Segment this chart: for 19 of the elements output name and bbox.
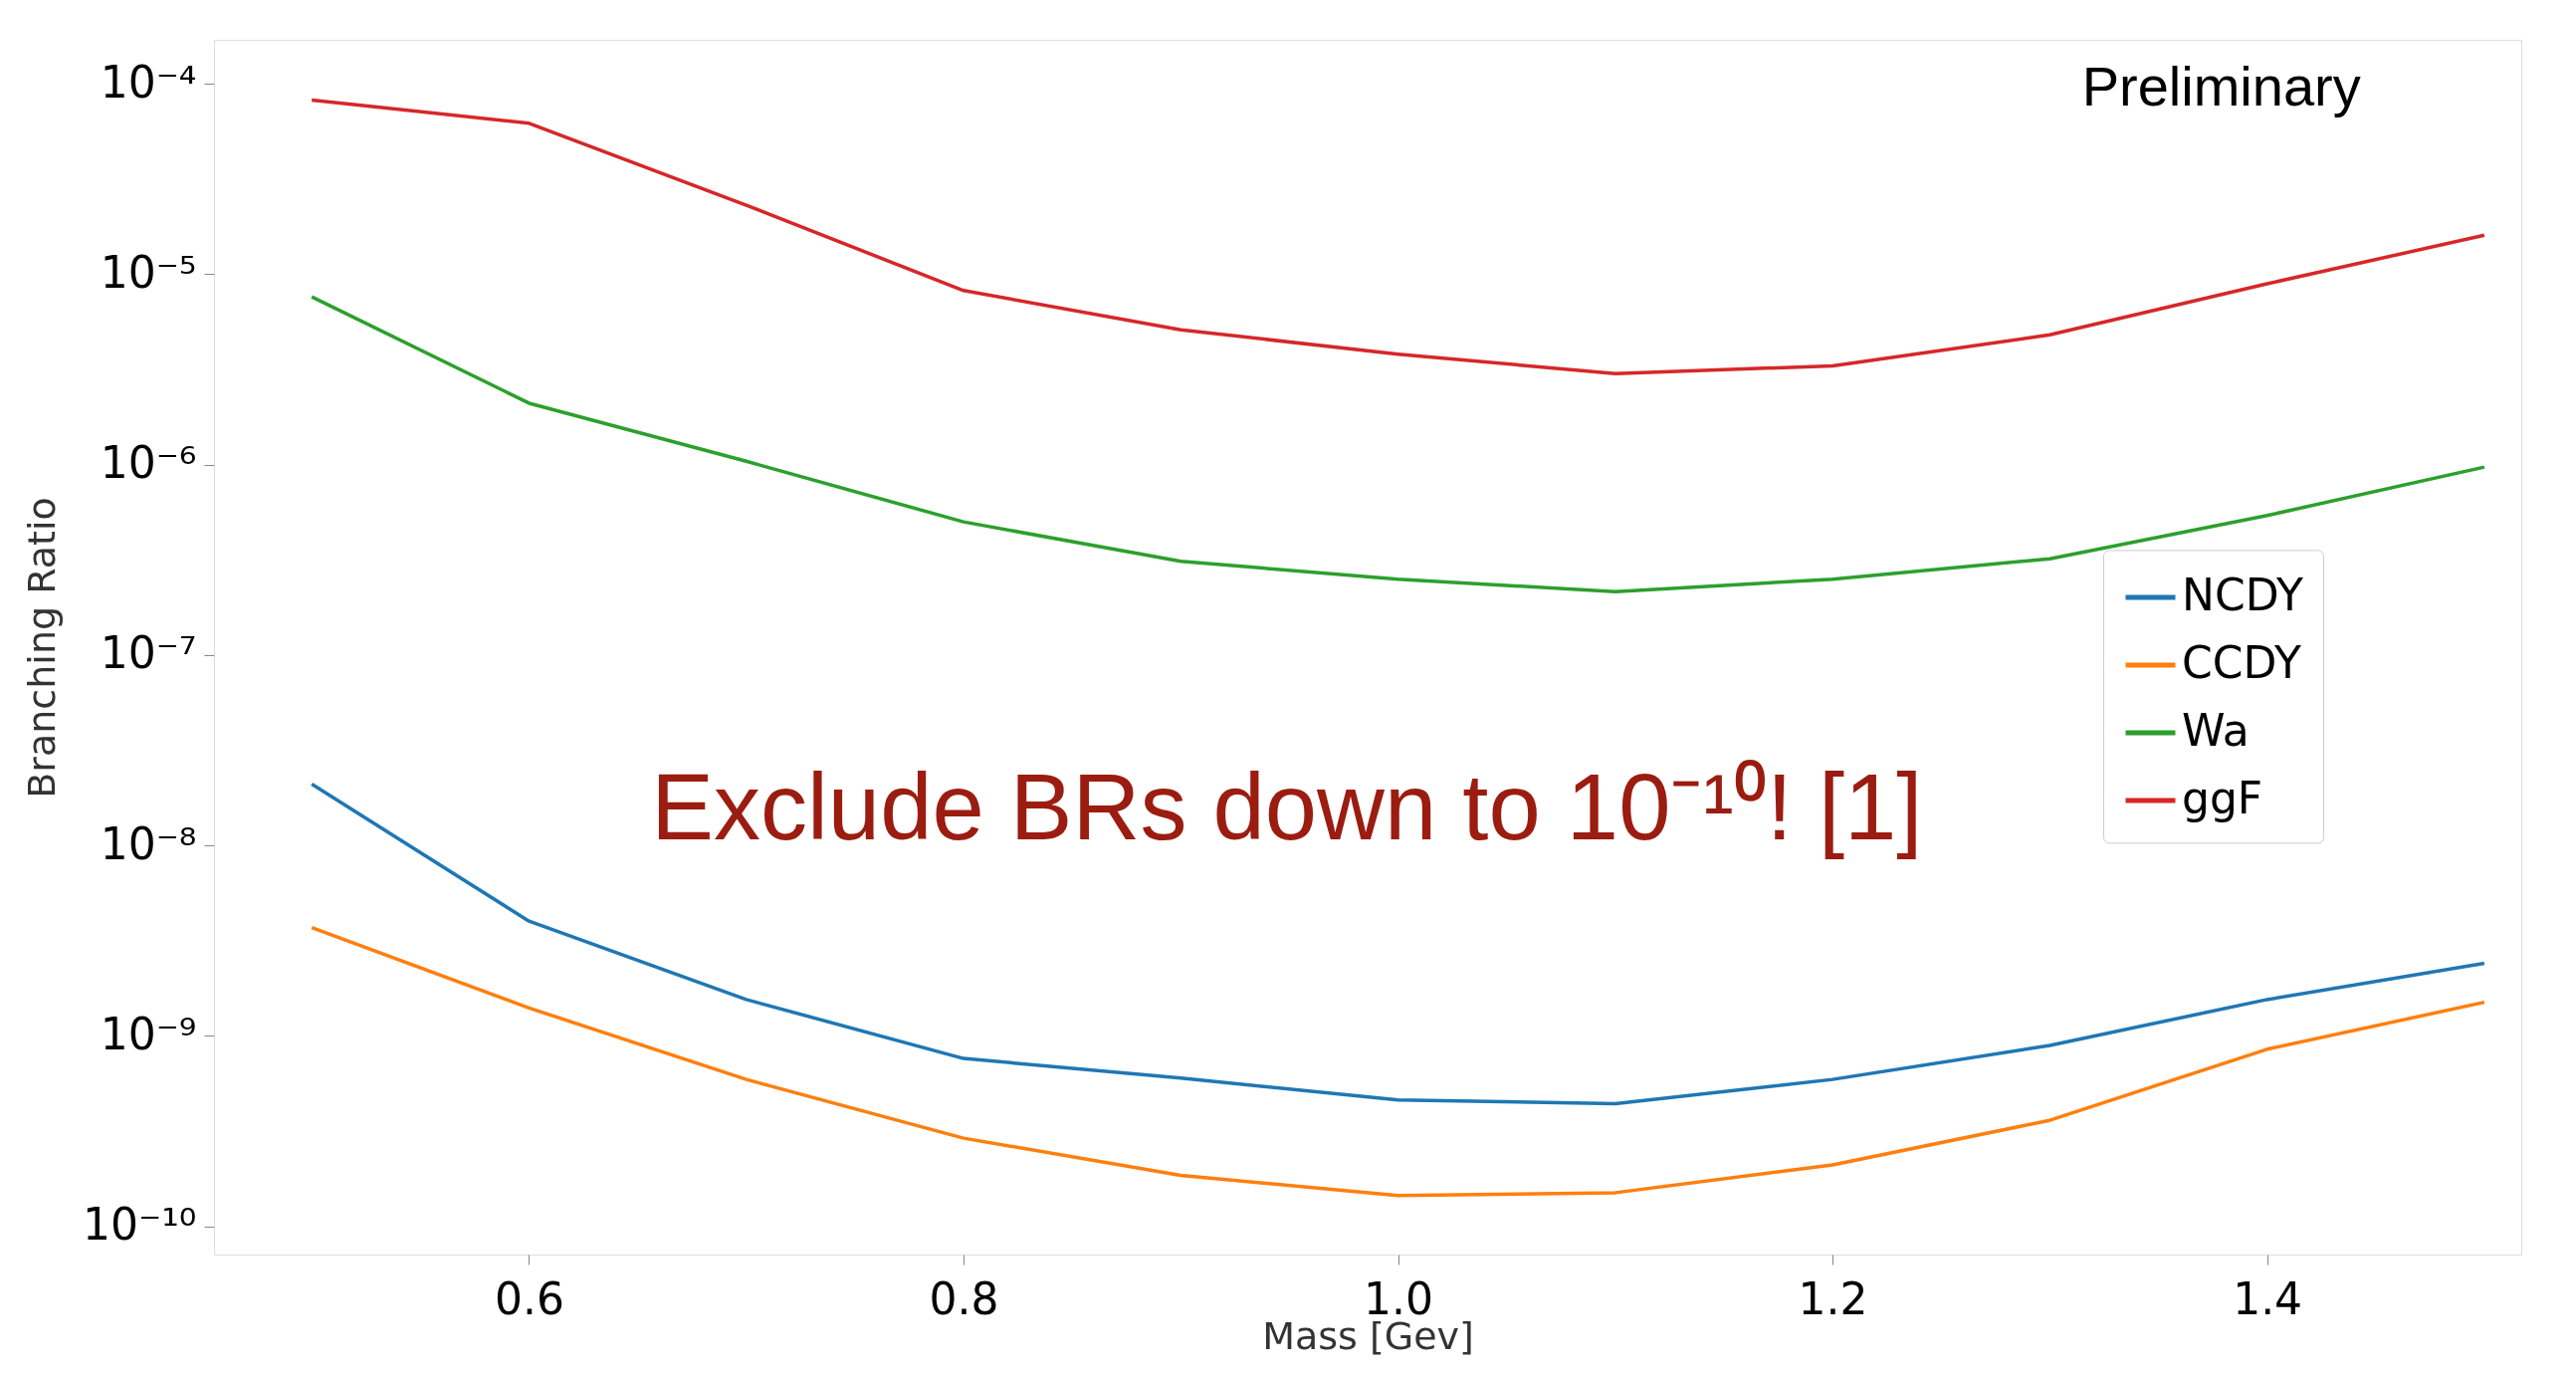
y-tick-label: 10⁻⁵ (100, 246, 197, 298)
y-axis-title: Branching Ratio (20, 497, 65, 799)
x-tick-label: 1.2 (1798, 1272, 1868, 1324)
y-tick-label: 10⁻¹⁰ (83, 1199, 197, 1251)
y-tick-label: 10⁻⁹ (100, 1008, 197, 1059)
y-tick-label: 10⁻⁸ (100, 817, 197, 869)
x-tick-label: 0.6 (495, 1272, 564, 1324)
legend-label: CCDY (2182, 636, 2301, 688)
line-series (310, 925, 2486, 1198)
x-tick-label: 1.4 (2233, 1272, 2303, 1324)
y-tick-label: 10⁻⁴ (100, 56, 197, 108)
annotation: Preliminary (2081, 54, 2361, 117)
x-tick-label: 0.8 (929, 1272, 999, 1324)
legend-label: NCDY (2182, 569, 2304, 620)
legend-label: ggF (2182, 772, 2263, 823)
annotation: Exclude BRs down to 10⁻¹⁰! [1] (651, 754, 1923, 859)
legend-label: Wa (2182, 704, 2250, 756)
y-tick-label: 10⁻⁷ (100, 627, 197, 679)
y-tick-label: 10⁻⁶ (100, 437, 197, 489)
